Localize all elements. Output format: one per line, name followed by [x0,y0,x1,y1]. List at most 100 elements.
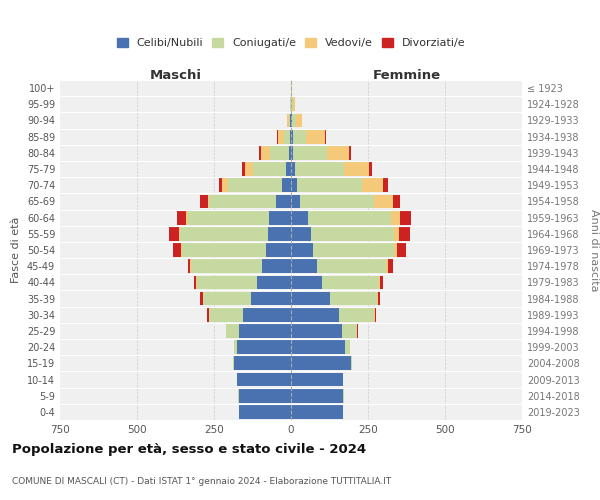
Bar [228,178,282,192]
Bar [237,372,291,386]
Bar [300,194,374,208]
Bar [197,276,257,289]
Bar [325,130,326,143]
Bar [200,292,203,306]
Bar [349,146,352,160]
Bar [386,260,388,273]
Bar [278,130,284,143]
Bar [317,260,386,273]
Bar [374,194,392,208]
Bar [234,340,237,354]
Bar [343,389,344,402]
Bar [207,308,209,322]
Bar [291,292,329,306]
Y-axis label: Fasce di età: Fasce di età [11,217,21,283]
Bar [233,356,234,370]
Bar [291,130,293,143]
Text: Femmine: Femmine [373,70,440,82]
Bar [297,178,362,192]
Bar [257,276,291,289]
Bar [262,260,291,273]
Bar [226,324,239,338]
Bar [345,340,350,354]
Bar [222,178,228,192]
Bar [308,210,391,224]
Bar [400,210,411,224]
Bar [362,178,383,192]
Bar [292,114,296,128]
Bar [291,114,292,128]
Bar [289,146,291,160]
Bar [239,389,291,402]
Bar [275,194,291,208]
Bar [291,210,308,224]
Bar [181,243,182,257]
Bar [342,324,357,338]
Bar [329,292,377,306]
Bar [377,292,378,306]
Bar [328,146,349,160]
Bar [291,324,342,338]
Bar [357,324,358,338]
Bar [245,162,253,176]
Bar [200,194,208,208]
Bar [253,162,286,176]
Bar [392,194,400,208]
Bar [291,356,351,370]
Bar [234,356,291,370]
Y-axis label: Anni di nascita: Anni di nascita [589,209,599,291]
Bar [375,308,376,322]
Bar [394,227,399,240]
Bar [238,389,239,402]
Bar [186,210,188,224]
Bar [291,243,313,257]
Bar [291,340,345,354]
Bar [203,292,251,306]
Bar [313,243,394,257]
Bar [295,162,344,176]
Bar [379,276,380,289]
Bar [351,356,352,370]
Bar [251,292,291,306]
Bar [296,114,302,128]
Bar [180,227,268,240]
Bar [383,178,388,192]
Bar [268,227,291,240]
Bar [291,81,292,95]
Bar [399,227,410,240]
Bar [344,162,368,176]
Bar [291,405,343,419]
Text: COMUNE DI MASCALI (CT) - Dati ISTAT 1° gennaio 2024 - Elaborazione TUTTITALIA.IT: COMUNE DI MASCALI (CT) - Dati ISTAT 1° g… [12,477,391,486]
Bar [339,308,374,322]
Bar [291,227,311,240]
Bar [388,260,392,273]
Bar [391,210,400,224]
Bar [242,162,245,176]
Bar [397,243,406,257]
Bar [289,114,290,128]
Bar [291,389,343,402]
Bar [291,260,317,273]
Bar [380,276,383,289]
Bar [208,194,209,208]
Bar [287,114,289,128]
Bar [269,210,291,224]
Bar [290,114,291,128]
Bar [307,130,325,143]
Bar [196,276,197,289]
Bar [190,260,191,273]
Bar [284,130,290,143]
Bar [270,146,289,160]
Bar [239,324,291,338]
Bar [191,260,262,273]
Bar [293,130,307,143]
Legend: Celibi/Nubili, Coniugati/e, Vedovi/e, Divorziati/e: Celibi/Nubili, Coniugati/e, Vedovi/e, Di… [116,38,466,48]
Bar [291,162,295,176]
Bar [291,308,339,322]
Text: Popolazione per età, sesso e stato civile - 2024: Popolazione per età, sesso e stato civil… [12,442,366,456]
Bar [209,308,243,322]
Bar [177,210,186,224]
Bar [291,98,293,111]
Bar [259,146,261,160]
Bar [188,260,190,273]
